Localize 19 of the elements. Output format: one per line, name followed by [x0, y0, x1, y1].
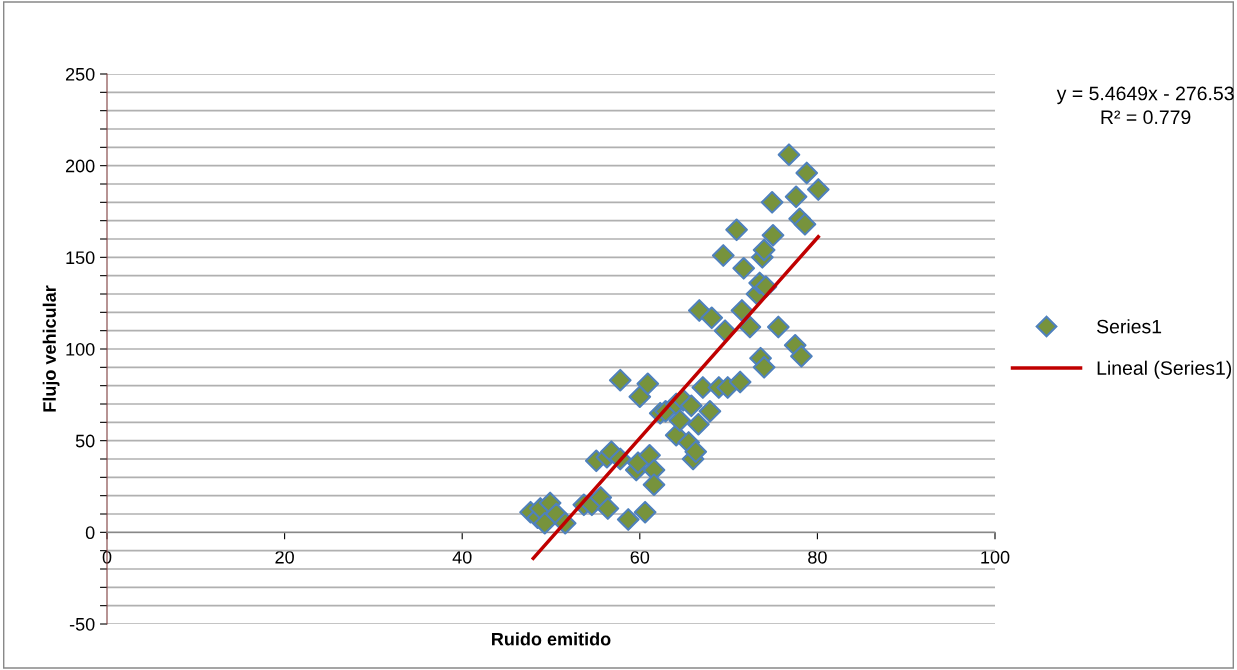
x-axis-title: Ruido emitido	[492, 632, 611, 646]
y-tick-label: 150	[66, 251, 95, 265]
x-tick-label: 40	[452, 550, 472, 564]
y-tick-label: -50	[69, 617, 95, 631]
y-tick-label: 200	[65, 159, 95, 173]
y-tick-label: 100	[66, 342, 95, 356]
x-tick-label: 80	[808, 550, 827, 564]
x-tick-label: 0	[102, 550, 112, 564]
x-tick-label: 100	[981, 550, 1010, 564]
legend-label: Series1	[1097, 319, 1162, 334]
y-tick-label: 50	[75, 434, 95, 448]
text: y = 5.4649x - 276.53	[1056, 86, 1234, 105]
y-axis-title: Flujo vehicular	[42, 285, 60, 412]
text: R² = 0.779	[1101, 110, 1191, 125]
x-tick-label: 20	[275, 550, 294, 564]
x-tick-label: 60	[630, 550, 650, 564]
y-tick-label: 250	[65, 67, 95, 81]
legend-label: Lineal (Series1)	[1097, 360, 1232, 379]
y-tick-label: 0	[85, 526, 95, 540]
